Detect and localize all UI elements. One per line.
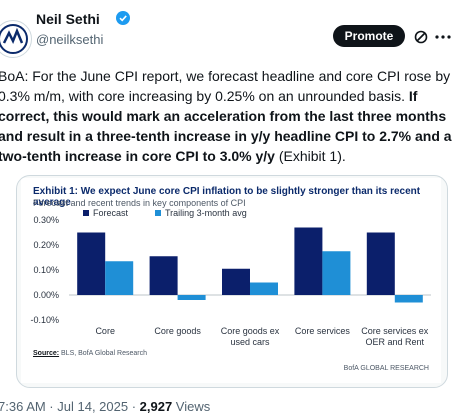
source-text: BLS, BofA Global Research [59, 350, 147, 357]
x-tick-label: OER and Rent [366, 337, 425, 347]
bar-trailing-avg [105, 261, 134, 295]
x-tick-label: used cars [230, 337, 270, 347]
chart-subtitle: Forecast and recent trends in key compon… [33, 198, 246, 208]
chart-source: Source: BLS, BofA Global Research [33, 350, 147, 357]
chart-card: Exhibit 1: We expect June core CPI infla… [21, 178, 441, 383]
legend-label: Trailing 3-month avg [165, 208, 247, 218]
tweet-time[interactable]: 7:36 AM · Jul 14, 2025 · [0, 399, 140, 414]
legend-swatch [83, 210, 89, 216]
bar-trailing-avg [177, 295, 206, 300]
views-count: 2,927 [139, 399, 173, 414]
tweet-media[interactable]: Exhibit 1: We expect June core CPI infla… [16, 175, 448, 388]
chart-brand: BofA GLOBAL RESEARCH [343, 365, 429, 372]
views-label: Views [172, 399, 211, 414]
x-tick-label: Core services [295, 326, 351, 336]
legend-swatch [155, 210, 161, 216]
y-tick-label: 0.20% [33, 240, 59, 250]
author-handle[interactable]: @neilksethi [36, 32, 104, 47]
tweet-text-tail: (Exhibit 1). [274, 148, 346, 164]
grok-icon[interactable] [411, 27, 431, 47]
avatar[interactable] [0, 20, 32, 58]
chart-title: Exhibit 1: We expect June core CPI infla… [33, 186, 421, 208]
avatar-logo-icon [0, 24, 28, 54]
more-icon[interactable] [433, 27, 453, 47]
bar-forecast [366, 232, 395, 295]
y-tick-label: 0.10% [33, 265, 59, 275]
x-tick-label: Core services ex [361, 326, 429, 336]
tweet-text-bold: If correct, this would mark an accelerat… [0, 88, 452, 164]
author-name[interactable]: Neil Sethi [36, 11, 100, 27]
bar-trailing-avg [394, 295, 423, 303]
bar-forecast [294, 227, 323, 295]
tweet-text: BoA: For the June CPI report, we forecas… [0, 66, 458, 166]
verified-icon [116, 11, 130, 25]
tweet-text-plain: BoA: For the June CPI report, we forecas… [0, 68, 451, 104]
bar-forecast [77, 232, 106, 295]
tweet-meta: 7:36 AM · Jul 14, 2025 · 2,927 Views [0, 399, 210, 414]
x-tick-label: Core goods ex [221, 326, 280, 336]
bar-chart: 0.30% 0.20% 0.10% 0.00% -0.10% Core Core goods… [30, 208, 431, 347]
x-tick-label: Core goods [154, 326, 201, 336]
y-tick-label: 0.00% [33, 290, 59, 300]
y-tick-label: -0.10% [30, 315, 59, 325]
legend-label: Forecast [93, 208, 129, 218]
source-label: Source: [33, 350, 60, 357]
promote-button[interactable]: Promote [333, 25, 405, 47]
bar-trailing-avg [322, 251, 351, 295]
bar-forecast [222, 268, 250, 295]
x-tick-label: Core [95, 326, 115, 336]
bar-trailing-avg [250, 282, 278, 295]
y-tick-label: 0.30% [33, 215, 59, 225]
bar-forecast [149, 256, 178, 295]
